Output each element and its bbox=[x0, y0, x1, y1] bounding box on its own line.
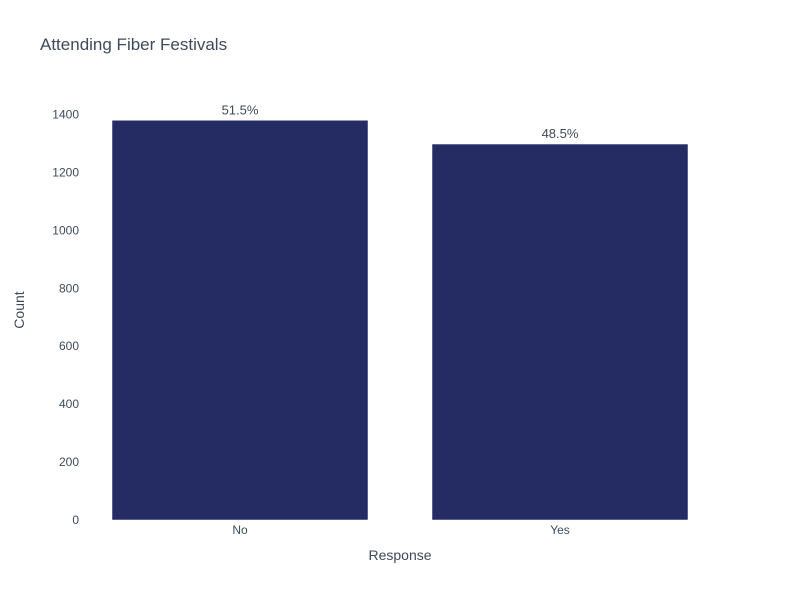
data-labels: 51.5% 48.5% bbox=[222, 102, 579, 141]
x-tick-label: Yes bbox=[550, 523, 570, 537]
y-tick-label: 800 bbox=[59, 281, 79, 295]
y-tick-label: 1400 bbox=[52, 107, 79, 121]
bar-no[interactable] bbox=[111, 120, 369, 521]
y-tick-label: 200 bbox=[59, 455, 79, 469]
y-tick-label: 600 bbox=[59, 339, 79, 353]
chart-title: Attending Fiber Festivals bbox=[40, 35, 227, 54]
y-tick-label: 0 bbox=[72, 513, 79, 527]
y-tick-label: 1200 bbox=[52, 165, 79, 179]
data-label-no: 51.5% bbox=[222, 102, 259, 117]
y-tick-label: 1000 bbox=[52, 223, 79, 237]
y-axis-label: Count bbox=[11, 291, 27, 328]
y-axis-ticks: 0 200 400 600 800 1000 1200 1400 bbox=[52, 107, 79, 527]
x-axis-label: Response bbox=[368, 547, 431, 563]
x-tick-label: No bbox=[232, 523, 248, 537]
x-axis-ticks: No Yes bbox=[232, 523, 569, 537]
bar-yes[interactable] bbox=[431, 143, 689, 521]
data-label-yes: 48.5% bbox=[542, 126, 579, 141]
y-tick-label: 400 bbox=[59, 397, 79, 411]
bars bbox=[111, 120, 689, 521]
